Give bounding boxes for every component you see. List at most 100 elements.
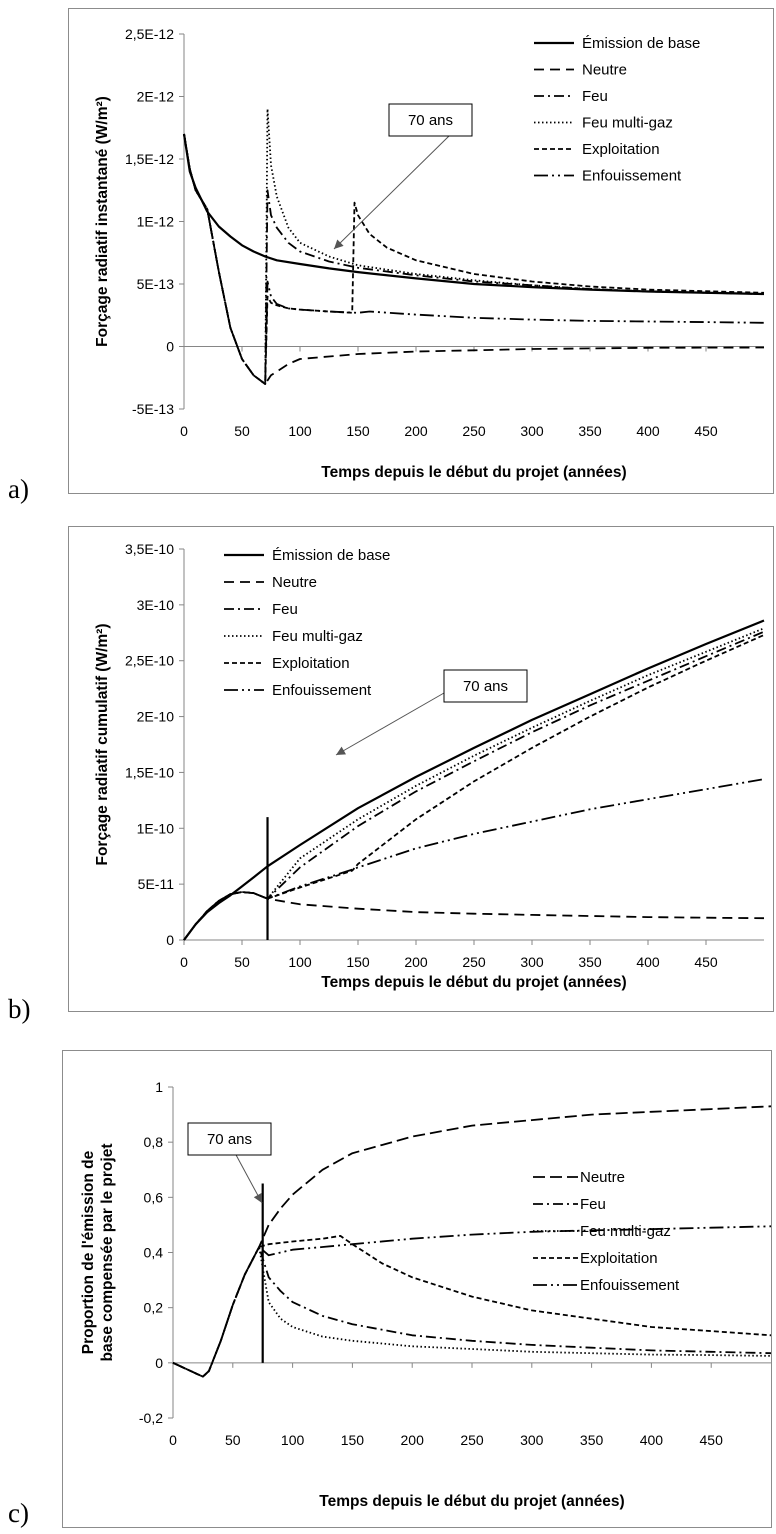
legend-label-5: Exploitation (582, 141, 660, 158)
annotation-label: 70 ans (207, 1131, 252, 1148)
legend-label-4: Exploitation (580, 1250, 658, 1267)
y-tick-label: 0 (155, 1355, 163, 1371)
x-tick-label: 450 (700, 1432, 724, 1448)
x-tick-label: 450 (694, 954, 718, 970)
x-tick-label: 150 (346, 423, 370, 439)
series-line-4 (183, 627, 765, 941)
legend-label-5: Exploitation (272, 655, 350, 672)
y-tick-label: 2E-10 (137, 709, 175, 725)
y-tick-label: 2E-12 (137, 89, 175, 105)
x-tick-label: 250 (462, 954, 486, 970)
y-tick-label: 2,5E-10 (125, 653, 174, 669)
series-line-6 (183, 133, 765, 385)
series-line-2 (183, 891, 765, 941)
y-tick-label: 0,4 (144, 1245, 164, 1261)
chart-panel-a: -5E-13 0 5E-13 1E-12 1,5E-12 2E-12 2,5E-12 0 50 1… (68, 8, 774, 494)
y-tick-label: 5E-13 (137, 276, 175, 292)
x-tick-label: 250 (460, 1432, 484, 1448)
x-tick-label: 350 (580, 1432, 604, 1448)
y-tick-label: 0,2 (144, 1300, 164, 1316)
annotation-box (443, 669, 528, 703)
annotation-arrow (335, 692, 445, 756)
x-tick-label: 300 (520, 954, 544, 970)
annotation-arrow (333, 135, 450, 250)
x-tick-label: 100 (288, 423, 312, 439)
x-tick-label: 50 (234, 423, 250, 439)
chart-svg-b: 0 5E-11 1E-10 1,5E-10 2E-10 2,5E-10 3E-10 3,5E-… (94, 541, 765, 991)
y-tick-label: -0,2 (139, 1410, 163, 1426)
annotation-arrowhead (334, 239, 344, 249)
y-tick-label: -5E-13 (132, 401, 174, 417)
x-tick-label: 350 (578, 423, 602, 439)
series-line-1 (183, 619, 765, 941)
legend-label-3: Feu multi-gaz (580, 1223, 671, 1240)
legend-label-2: Feu (580, 1196, 606, 1213)
y-axis-title: Proportion de l'émission de base compensé… (80, 1144, 116, 1362)
x-tick-label: 400 (636, 423, 660, 439)
series-line-4 (172, 1234, 771, 1378)
series-line-4 (183, 108, 765, 385)
y-tick-label: 0 (166, 932, 174, 948)
legend-label-1: Émission de base (582, 35, 700, 52)
x-tick-label: 100 (288, 954, 312, 970)
x-tick-label: 200 (404, 423, 428, 439)
x-tick-label: 0 (169, 1432, 177, 1448)
y-tick-label: 3E-10 (137, 597, 175, 613)
legend-label-6: Enfouissement (582, 168, 682, 185)
chart-svg-c: -0,2 0 0,2 0,4 0,6 0,8 1 0 50 100 150 200 250 300 350 4… (80, 1079, 771, 1510)
legend-label-5: Enfouissement (580, 1277, 680, 1294)
x-tick-label: 150 (341, 1432, 365, 1448)
y-tick-label: 2,5E-12 (125, 26, 174, 42)
x-tick-label: 250 (462, 423, 486, 439)
x-axis-title: Temps depuis le début du projet (années) (321, 464, 626, 481)
legend-label-3: Feu (582, 88, 608, 105)
x-tick-label: 200 (401, 1432, 425, 1448)
y-tick-label: 3,5E-10 (125, 541, 174, 557)
y-tick-label: 5E-11 (138, 876, 175, 892)
x-tick-label: 300 (520, 423, 544, 439)
series-line-6 (183, 778, 765, 941)
y-tick-label: 1E-12 (137, 214, 175, 230)
y-axis-title: Forçage radiatif cumulatif (W/m²) (94, 624, 111, 866)
series-line-3 (183, 630, 765, 941)
chart-panel-b: 0 5E-11 1E-10 1,5E-10 2E-10 2,5E-10 3E-10 3,5E-… (68, 526, 774, 1012)
chart-panel-c: -0,2 0 0,2 0,4 0,6 0,8 1 0 50 100 150 200 250 300 350 4… (62, 1050, 772, 1528)
annotation-box (187, 1122, 272, 1156)
legend-label-2: Neutre (272, 574, 317, 591)
annotation-box (388, 103, 473, 137)
series-line-2 (183, 133, 765, 385)
x-tick-label: 50 (234, 954, 250, 970)
x-tick-label: 0 (180, 423, 188, 439)
x-tick-label: 100 (281, 1432, 305, 1448)
x-tick-label: 350 (578, 954, 602, 970)
x-tick-label: 450 (694, 423, 718, 439)
x-axis-title: Temps depuis le début du projet (années) (319, 1493, 624, 1510)
panel-letter-c: c) (8, 1498, 29, 1528)
annotation-label: 70 ans (463, 678, 508, 695)
legend-label-6: Enfouissement (272, 682, 372, 699)
legend-label-2: Neutre (582, 62, 627, 79)
x-tick-label: 150 (346, 954, 370, 970)
chart-svg-a: -5E-13 0 5E-13 1E-12 1,5E-12 2E-12 2,5E-12 0 50 1… (94, 26, 765, 481)
x-tick-label: 400 (640, 1432, 664, 1448)
y-tick-label: 1,5E-12 (125, 151, 174, 167)
x-tick-label: 400 (636, 954, 660, 970)
x-tick-label: 300 (520, 1432, 544, 1448)
panel-letter-a: a) (8, 474, 29, 504)
panel-letter-b: b) (8, 994, 31, 1024)
y-tick-label: 1E-10 (137, 820, 175, 836)
y-tick-label: 1,5E-10 (125, 764, 174, 780)
y-axis-title: Forçage radiatif instantané (W/m²) (94, 96, 111, 347)
legend-label-4: Feu multi-gaz (582, 115, 673, 132)
legend-label-3: Feu (272, 601, 298, 618)
y-tick-label: 0,6 (144, 1189, 164, 1205)
series-line-5 (172, 1225, 771, 1378)
legend-label-1: Neutre (580, 1169, 625, 1186)
legend-label-1: Émission de base (272, 547, 390, 564)
y-tick-label: 1 (155, 1079, 163, 1095)
x-tick-label: 200 (404, 954, 428, 970)
annotation-arrowhead (253, 1192, 262, 1203)
annotation-arrow (234, 1152, 263, 1204)
x-axis-title: Temps depuis le début du projet (années) (321, 974, 626, 991)
x-tick-label: 50 (225, 1432, 241, 1448)
